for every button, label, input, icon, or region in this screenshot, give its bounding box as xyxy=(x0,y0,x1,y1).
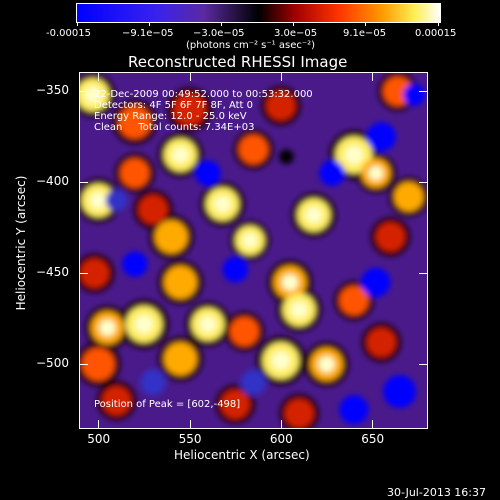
x-tick-label: 600 xyxy=(269,432,293,446)
x-axis-label: Heliocentric X (arcsec) xyxy=(174,448,310,462)
plot-area: 22-Dec-2009 00:49:52.000 to 00:53:32.000… xyxy=(79,72,428,429)
heatmap-blob xyxy=(279,149,294,165)
x-tick-label: 650 xyxy=(361,432,385,446)
heatmap-blob xyxy=(164,265,197,299)
heatmap-blob-core xyxy=(199,316,217,333)
x-tick-label: 550 xyxy=(178,432,202,446)
x-tick-mark xyxy=(372,73,374,81)
heatmap-blob-core xyxy=(271,351,291,370)
heatmap-blob xyxy=(366,327,396,358)
colorbar-tick-label: -0.00015 xyxy=(46,28,91,39)
heatmap-blob xyxy=(120,158,150,188)
colorbar-tick-label: 0.00015 xyxy=(415,28,457,39)
y-tick-label: −500 xyxy=(36,356,69,371)
colorbar-tick-label: −3.0e−05 xyxy=(193,28,245,39)
heatmap-blob-core xyxy=(134,315,154,334)
x-tick-mark xyxy=(189,73,191,81)
y-tick-label: −400 xyxy=(36,174,69,189)
colorbar xyxy=(76,3,441,23)
heatmap-blob xyxy=(138,194,168,225)
colorbar-tick-label: −9.1e−05 xyxy=(122,28,174,39)
heatmap-blob xyxy=(375,222,406,252)
x-tick-mark xyxy=(189,420,191,428)
heatmap-blob xyxy=(81,347,115,381)
x-tick-mark xyxy=(372,420,374,428)
annotation-energy: Energy Range: 12.0 - 25.0 keV xyxy=(94,111,247,122)
colorbar-unit: (photons cm⁻² s⁻¹ asec⁻²) xyxy=(186,40,316,51)
x-tick-label: 500 xyxy=(87,432,111,446)
annotation-counts: Clean Total counts: 7.34E+03 xyxy=(94,122,255,133)
heatmap-blob-core xyxy=(84,86,102,104)
heatmap-blob xyxy=(164,342,197,376)
heatmap-blob xyxy=(220,389,250,419)
heatmap-blob xyxy=(173,92,207,126)
heatmap-blob-core xyxy=(318,356,335,373)
heatmap-blob xyxy=(366,122,396,152)
heatmap-blob-core xyxy=(99,319,116,337)
heatmap-blob xyxy=(339,285,369,316)
heatmap-blob-core xyxy=(290,301,308,318)
heatmap-blob-core xyxy=(172,146,189,164)
chart-title: Reconstructed RHESSI Image xyxy=(128,53,348,71)
x-tick-mark xyxy=(98,73,100,81)
heatmap-blob xyxy=(140,369,166,396)
heatmap-blob-core xyxy=(344,145,364,165)
colorbar-tick-label: 3.0e−05 xyxy=(274,28,318,39)
heatmap-blob-core xyxy=(305,206,322,224)
heatmap-blob xyxy=(361,267,391,297)
heatmap-blob-core xyxy=(90,192,107,209)
heatmap-blob xyxy=(80,258,110,288)
heatmap-blob xyxy=(238,134,269,165)
heatmap-blob xyxy=(403,83,426,106)
heatmap-blob xyxy=(222,256,249,283)
y-tick-mark xyxy=(80,91,88,93)
heatmap-blob xyxy=(383,375,417,409)
heatmap-blob xyxy=(394,182,424,212)
annotation-detectors: Detectors: 4F 5F 6F 7F 8F, Att 0 xyxy=(94,100,254,111)
heatmap-blob-core xyxy=(368,165,384,181)
x-tick-mark xyxy=(98,420,100,428)
heatmap-blob xyxy=(118,105,152,139)
heatmap-blob xyxy=(266,91,296,121)
heatmap-blob xyxy=(240,369,267,396)
heatmap-blob-core xyxy=(214,195,231,213)
heatmap-blob xyxy=(229,316,259,347)
x-tick-mark xyxy=(280,420,282,428)
heatmap-blob-core xyxy=(281,274,299,291)
heatmap-blob xyxy=(105,189,128,212)
timestamp: 30-Jul-2013 16:37 xyxy=(387,486,487,499)
annotation-time: 22-Dec-2009 00:49:52.000 to 00:53:32.000 xyxy=(94,89,313,100)
y-tick-mark xyxy=(80,364,88,366)
y-tick-mark xyxy=(80,182,88,184)
heatmap-blob xyxy=(122,251,148,277)
heatmap-blob-core xyxy=(242,233,258,248)
heatmap-blob xyxy=(101,386,132,416)
y-tick-mark xyxy=(80,273,88,275)
heatmap-blob xyxy=(284,398,314,428)
heatmap-blob xyxy=(154,220,188,254)
colorbar-tick-label: 9.1e−05 xyxy=(343,28,387,39)
heatmap-blob xyxy=(319,160,345,186)
peak-position-label: Position of Peak = [602,-498] xyxy=(94,399,241,410)
y-tick-mark xyxy=(419,91,427,93)
y-tick-label: −450 xyxy=(36,265,69,280)
y-tick-mark xyxy=(419,273,427,275)
y-axis-label: Heliocentric Y (arcsec) xyxy=(14,175,28,311)
heatmap-blob xyxy=(339,395,369,425)
x-tick-mark xyxy=(280,73,282,81)
y-tick-label: −350 xyxy=(36,83,69,98)
y-tick-mark xyxy=(419,364,427,366)
y-tick-mark xyxy=(419,182,427,184)
heatmap-blob xyxy=(195,160,221,186)
